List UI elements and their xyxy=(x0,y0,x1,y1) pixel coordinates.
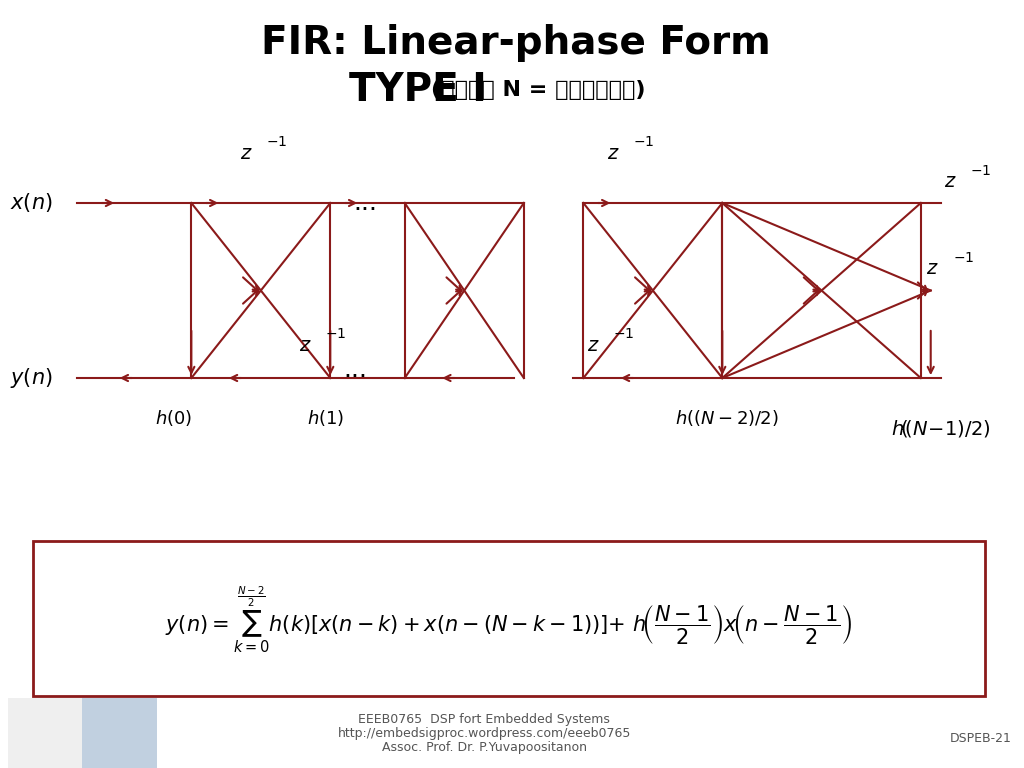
Text: $-1$: $-1$ xyxy=(952,251,974,266)
Text: Assoc. Prof. Dr. P.Yuvapoositanon: Assoc. Prof. Dr. P.Yuvapoositanon xyxy=(382,741,587,754)
Text: $x(n)$: $x(n)$ xyxy=(10,191,52,214)
Text: $-1$: $-1$ xyxy=(633,135,654,149)
Text: $z$: $z$ xyxy=(944,172,956,191)
Text: TYPE I: TYPE I xyxy=(349,71,500,109)
Text: $z$: $z$ xyxy=(587,336,600,355)
Text: $-1$: $-1$ xyxy=(326,327,346,341)
Text: (กรณี N = เลขคี่): (กรณี N = เลขคี่) xyxy=(431,80,646,100)
Text: $h\!\left(\!(N\!-\!1)/2\right)$: $h\!\left(\!(N\!-\!1)/2\right)$ xyxy=(891,418,990,439)
Text: $z$: $z$ xyxy=(607,144,620,163)
Text: $z$: $z$ xyxy=(240,144,252,163)
Text: FIR: Linear-phase Form: FIR: Linear-phase Form xyxy=(261,24,771,62)
Bar xyxy=(82,698,157,768)
Text: DSPEB-21: DSPEB-21 xyxy=(949,731,1012,744)
Text: $h(1)$: $h(1)$ xyxy=(306,408,344,428)
Text: $-1$: $-1$ xyxy=(266,135,287,149)
Text: $-1$: $-1$ xyxy=(971,164,991,178)
Text: $h(0)$: $h(0)$ xyxy=(155,408,193,428)
Text: ...: ... xyxy=(353,191,377,215)
Text: $z$: $z$ xyxy=(927,260,939,279)
Text: $z$: $z$ xyxy=(299,336,312,355)
Text: $-1$: $-1$ xyxy=(613,327,635,341)
FancyBboxPatch shape xyxy=(33,541,985,696)
Text: http://embedsigproc.wordpress.com/eeeb0765: http://embedsigproc.wordpress.com/eeeb07… xyxy=(338,727,631,740)
Text: EEEB0765  DSP fort Embedded Systems: EEEB0765 DSP fort Embedded Systems xyxy=(358,713,610,727)
Text: ...: ... xyxy=(343,358,368,382)
Bar xyxy=(8,698,82,768)
Text: $y(n)$: $y(n)$ xyxy=(10,366,52,390)
Text: $h((N-2)/2)$: $h((N-2)/2)$ xyxy=(676,408,779,428)
Text: $y(n) = \sum_{k=0}^{\frac{N-2}{2}} h(k)[x(n-k)+x(n-(N-k-1))]$$+\ h\!\left(\dfrac: $y(n) = \sum_{k=0}^{\frac{N-2}{2}} h(k)[… xyxy=(165,584,853,655)
